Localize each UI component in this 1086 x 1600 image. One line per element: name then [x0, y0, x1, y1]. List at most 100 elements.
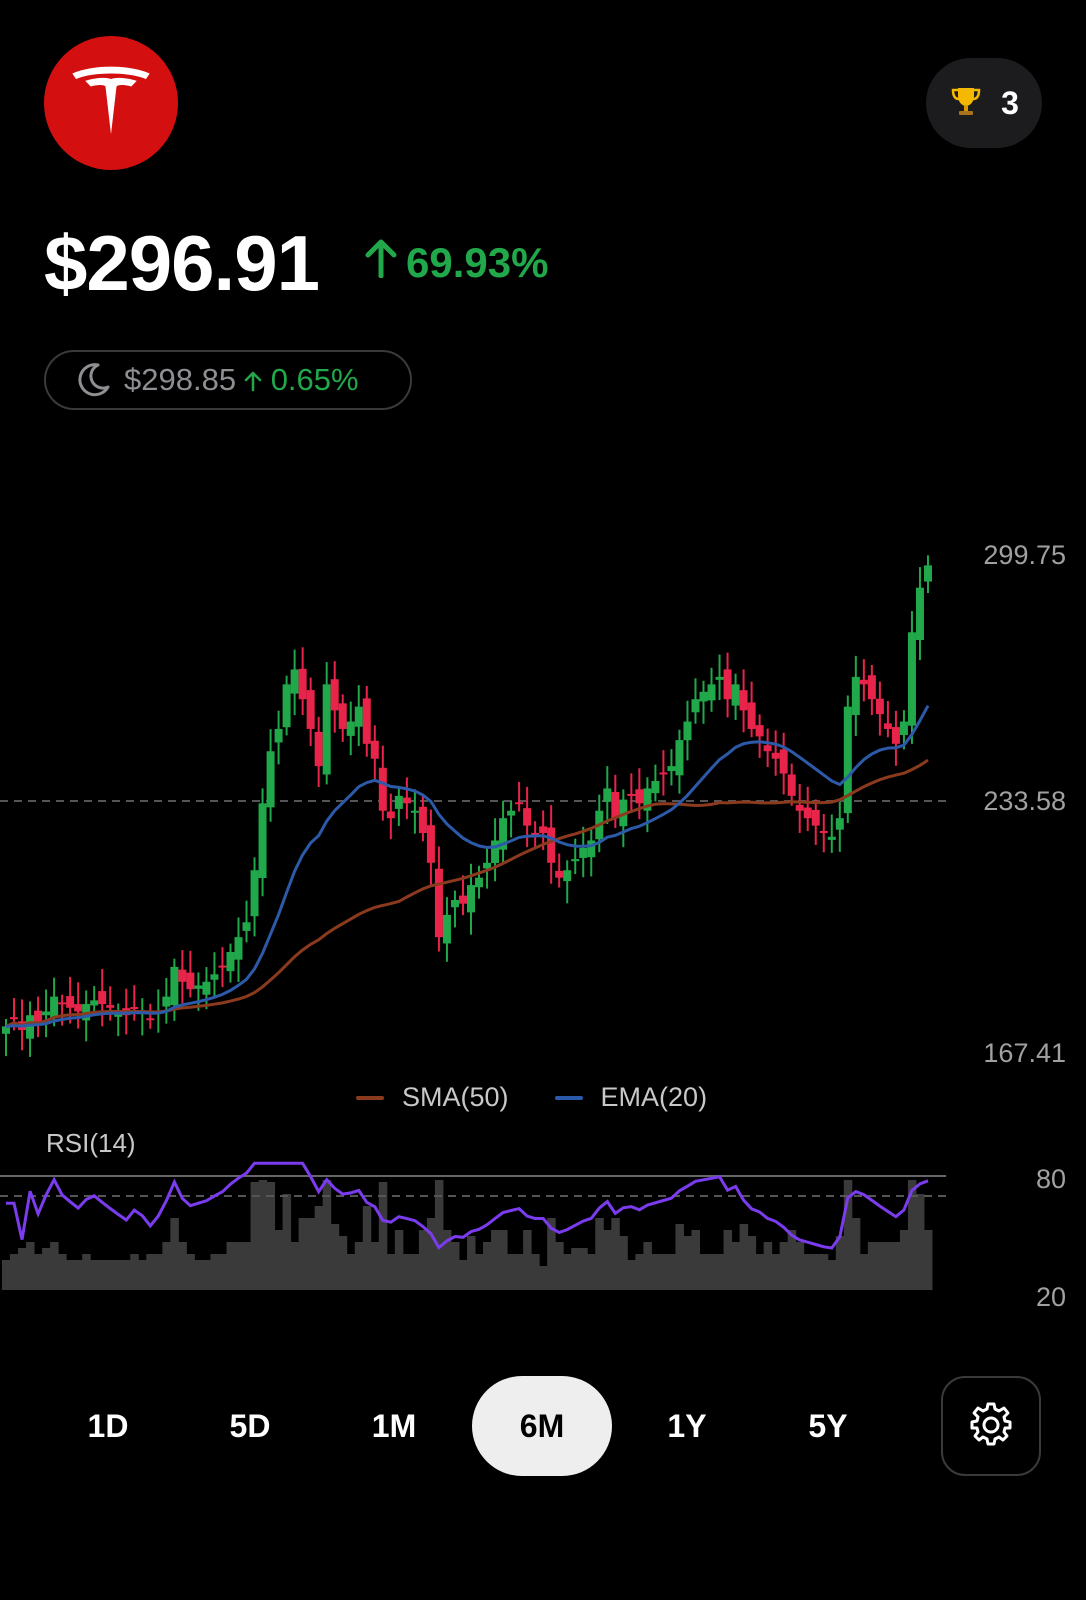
after-hours-price: $298.85: [124, 362, 237, 397]
volume-bar: [747, 1236, 757, 1290]
candle-body: [539, 826, 548, 834]
y-label-bottom: 167.41: [983, 1038, 1066, 1068]
volume-bar: [803, 1254, 813, 1290]
volume-bar: [386, 1254, 396, 1290]
after-hours-pill[interactable]: $298.85 0.65%: [44, 350, 412, 410]
candle-body: [34, 1010, 43, 1023]
volume-bar: [819, 1254, 829, 1290]
trophy-icon: [949, 84, 983, 123]
volume-bar: [891, 1242, 901, 1290]
volume-bar: [579, 1248, 588, 1290]
volume-bar: [755, 1254, 765, 1290]
candle-body: [467, 885, 475, 913]
candle-body: [410, 810, 419, 813]
volume-bar: [266, 1182, 276, 1290]
volume-bar: [218, 1254, 227, 1290]
candle-body: [178, 969, 187, 982]
candle-body: [98, 991, 107, 1005]
volume-bar: [643, 1242, 652, 1290]
candle-body: [515, 802, 524, 805]
candle-body: [338, 703, 347, 729]
volume-bar: [923, 1230, 933, 1290]
volume-bar: [50, 1242, 59, 1290]
volume-bar: [707, 1254, 717, 1290]
range-selector: 1D 5D 1M 6M 1Y 5Y: [0, 1376, 1086, 1476]
volume-bar: [42, 1248, 51, 1290]
volume-bar: [763, 1242, 773, 1290]
volume-bar: [74, 1260, 83, 1290]
candle-body: [26, 1015, 35, 1039]
candle-body: [627, 793, 636, 796]
volume-bar: [234, 1242, 244, 1290]
candle-body: [827, 836, 836, 840]
candle-body: [635, 789, 644, 804]
volume-bar: [402, 1254, 412, 1290]
range-6m-button[interactable]: 6M: [472, 1376, 612, 1476]
volume-bar: [186, 1254, 195, 1290]
candle-body: [130, 1007, 139, 1010]
candle-body: [811, 809, 820, 826]
volume-bar: [619, 1236, 628, 1290]
candle-body: [402, 797, 411, 804]
volume-bar: [282, 1194, 292, 1290]
volume-bar: [90, 1260, 99, 1290]
volume-bar: [515, 1254, 524, 1290]
candle-body: [867, 675, 876, 700]
range-1m-button[interactable]: 1M: [371, 1407, 417, 1444]
legend-sma-label: SMA(50): [402, 1082, 509, 1112]
candle-body: [74, 1004, 83, 1012]
volume-bar: [442, 1230, 452, 1290]
volume-bar: [827, 1260, 837, 1290]
rsi-chart[interactable]: [0, 1160, 946, 1300]
range-5d-button[interactable]: 5D: [229, 1407, 271, 1444]
volume-bar: [587, 1254, 596, 1290]
candle-body: [170, 966, 179, 1006]
candle-body: [851, 676, 860, 716]
volume-bar: [651, 1254, 660, 1290]
candle-body: [923, 565, 932, 582]
candle-body: [683, 721, 692, 741]
candle-body: [875, 698, 884, 715]
volume-bar: [146, 1254, 155, 1290]
candle-body: [859, 679, 868, 685]
legend-ema-swatch: [554, 1095, 583, 1100]
volume-bar: [330, 1224, 340, 1290]
volume-bar: [178, 1242, 187, 1290]
rsi-label: RSI(14): [46, 1128, 136, 1158]
candle-body: [226, 952, 235, 972]
candle-body: [899, 721, 908, 736]
candle-body: [699, 691, 708, 702]
volume-bar: [499, 1230, 508, 1290]
candle-body: [907, 632, 916, 726]
ema-line: [5, 704, 930, 1028]
candle-body: [186, 972, 195, 990]
volume-bar: [1, 1260, 11, 1290]
trophy-badge[interactable]: 3: [926, 58, 1042, 148]
range-1d-button[interactable]: 1D: [87, 1407, 129, 1444]
volume-bar: [274, 1230, 284, 1290]
y-label-mid: 233.58: [983, 786, 1066, 816]
candle-body: [563, 870, 572, 882]
volume-bar: [699, 1254, 709, 1290]
range-1y-button[interactable]: 1Y: [667, 1407, 707, 1444]
candle-body: [458, 895, 467, 904]
candle-body: [483, 862, 492, 869]
volume-bar: [483, 1242, 492, 1290]
settings-button[interactable]: [941, 1376, 1041, 1476]
candle-body: [891, 727, 900, 744]
candle-body: [547, 827, 556, 863]
candle-body: [779, 749, 788, 774]
candle-body: [426, 825, 435, 863]
range-5y-button[interactable]: 5Y: [808, 1407, 848, 1444]
volume-bar: [10, 1254, 19, 1290]
volume-bar: [314, 1206, 324, 1290]
candle-body: [795, 804, 804, 811]
volume-bar: [915, 1194, 925, 1290]
price-chart[interactable]: [0, 520, 946, 1080]
volume-bar: [475, 1254, 484, 1290]
candle-body: [771, 752, 780, 759]
volume-bar: [290, 1242, 300, 1290]
volume-bar: [507, 1254, 516, 1290]
volume-bar: [867, 1242, 877, 1290]
candle-body: [354, 706, 363, 727]
